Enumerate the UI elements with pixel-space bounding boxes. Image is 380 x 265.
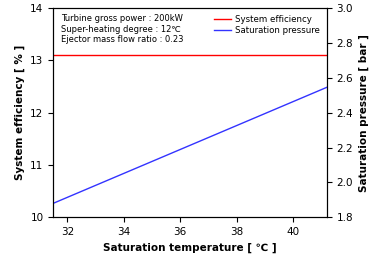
Saturation pressure <box>325 86 329 89</box>
Saturation pressure <box>51 202 55 205</box>
System efficiency <box>124 54 128 57</box>
System efficiency <box>102 54 106 57</box>
Legend: System efficiency, Saturation pressure: System efficiency, Saturation pressure <box>211 12 323 38</box>
System efficiency <box>311 54 315 57</box>
System efficiency <box>301 54 306 57</box>
System efficiency <box>67 54 72 57</box>
Saturation pressure <box>301 96 306 99</box>
Y-axis label: System efficiency [ % ]: System efficiency [ % ] <box>14 45 25 180</box>
Line: Saturation pressure: Saturation pressure <box>53 87 327 203</box>
Text: Turbine gross power : 200kW
Super-heating degree : 12℃
Ejector mass flow ratio :: Turbine gross power : 200kW Super-heatin… <box>62 14 184 44</box>
Saturation pressure <box>62 197 66 200</box>
System efficiency <box>325 54 329 57</box>
System efficiency <box>62 54 66 57</box>
Saturation pressure <box>67 195 72 198</box>
Y-axis label: Saturation pressure [ bar ]: Saturation pressure [ bar ] <box>359 34 369 192</box>
X-axis label: Saturation temperature [ ℃ ]: Saturation temperature [ ℃ ] <box>103 242 277 253</box>
Saturation pressure <box>311 92 315 95</box>
Saturation pressure <box>124 171 128 174</box>
Saturation pressure <box>102 180 106 183</box>
System efficiency <box>51 54 55 57</box>
